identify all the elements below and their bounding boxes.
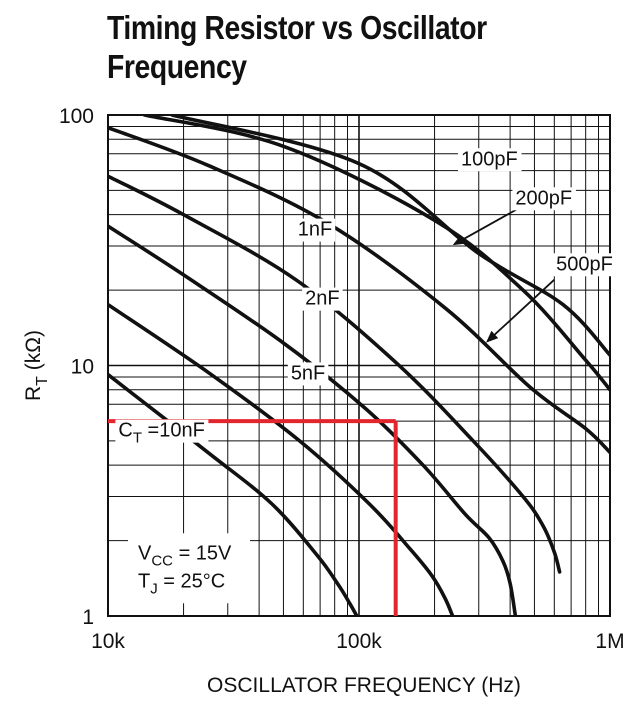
pointer-arrow-2 xyxy=(486,279,555,343)
curve-label: CT =10nF xyxy=(118,420,204,447)
x-tick-label: 10k xyxy=(91,630,125,653)
x-tick-label: 100k xyxy=(336,630,382,653)
tick-labels: 10k 100k 1M 1 10 100 xyxy=(59,105,625,653)
curve-label: 500pF xyxy=(556,253,613,275)
label-backdrop xyxy=(294,218,336,242)
curve-500pf xyxy=(108,125,610,455)
label-backdrop xyxy=(553,253,617,277)
curve-2nf xyxy=(108,224,518,616)
curve-labels: 100pF 200pF 500pF 1nF 2nF 5nF CT =10nF VCC = 15… xyxy=(115,148,617,604)
x-tick-label: 1M xyxy=(595,630,624,653)
label-backdrop xyxy=(512,187,576,211)
curve-1nf xyxy=(108,174,562,574)
chart-title: Timing Resistor vs Oscillator Frequency xyxy=(107,8,487,86)
label-backdrop xyxy=(302,287,343,311)
x-axis-title: OSCILLATOR FREQUENCY (Hz) xyxy=(207,674,521,697)
axis-titles: OSCILLATOR FREQUENCY (Hz) RT (kΩ) xyxy=(22,330,521,697)
y-tick-label: 10 xyxy=(71,356,94,379)
curve-5nf xyxy=(108,302,455,616)
conditions-backdrop xyxy=(128,533,250,604)
curve-200pf xyxy=(142,115,610,392)
curve-label: 200pF xyxy=(515,187,572,209)
y-axis-title: RT (kΩ) xyxy=(22,330,51,401)
curve-100pf xyxy=(170,115,610,357)
y-tick-label: 1 xyxy=(82,606,94,629)
condition-text: TJ = 25°C xyxy=(138,570,225,597)
curve-label: 100pF xyxy=(461,148,518,170)
label-backdrop xyxy=(287,362,329,386)
curve-label: 2nF xyxy=(305,288,339,310)
curve-label: 5nF xyxy=(291,362,325,384)
label-backdrop xyxy=(115,419,209,443)
chart-title-line2: Frequency xyxy=(107,48,247,85)
curve-label: 1nF xyxy=(298,219,332,241)
label-backdrop xyxy=(458,148,522,172)
pointer-arrow-1 xyxy=(452,208,518,246)
chart-title-line1: Timing Resistor vs Oscillator xyxy=(107,9,487,46)
condition-text: VCC = 15V xyxy=(138,542,232,569)
y-tick-label: 100 xyxy=(59,105,94,128)
